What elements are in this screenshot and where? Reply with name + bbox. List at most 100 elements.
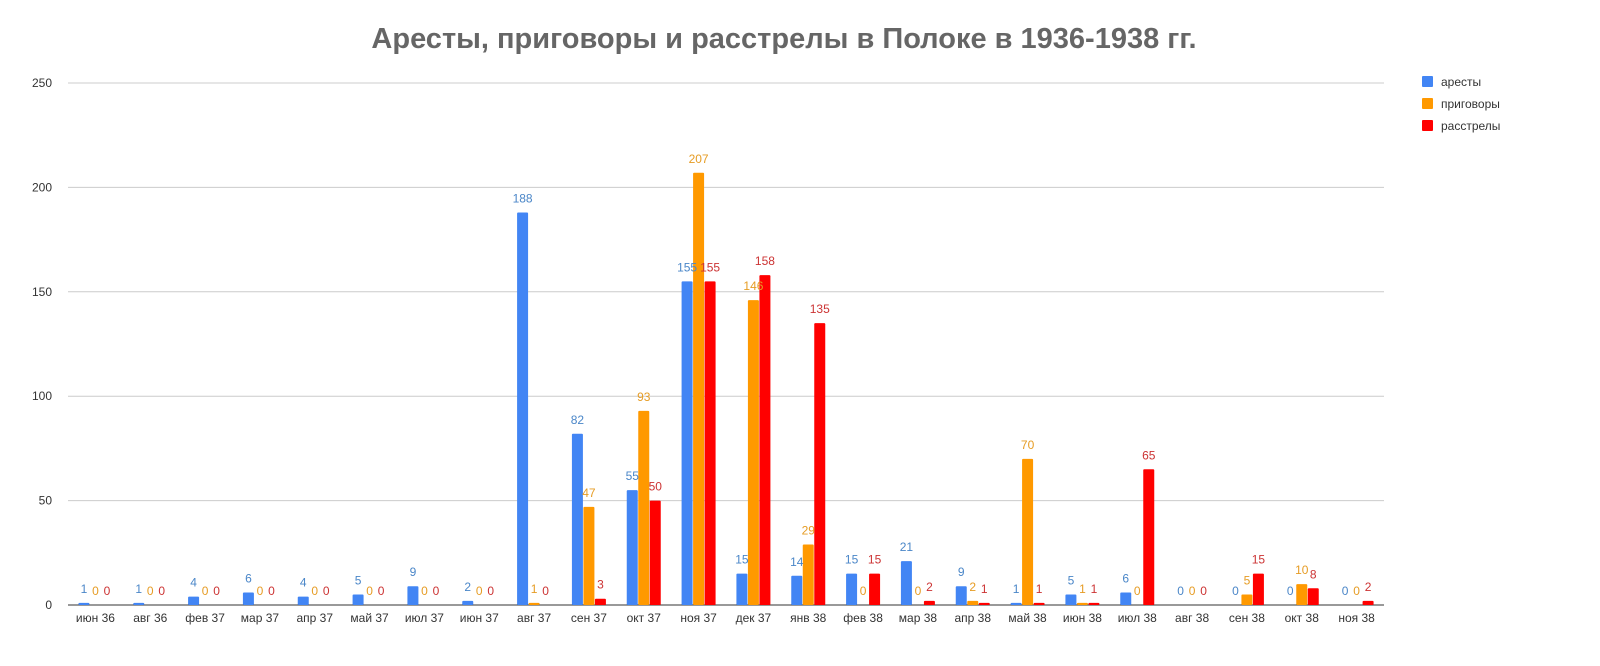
data-label: 1	[135, 582, 142, 596]
legend-label: аресты	[1441, 75, 1481, 89]
bar-аресты	[242, 592, 254, 605]
data-label: 14	[790, 555, 804, 569]
y-axis-ticks: 0 50 100 150 200 250	[32, 76, 52, 612]
data-label: 2	[969, 580, 976, 594]
legend-swatch-приговоры	[1422, 98, 1433, 109]
data-label: 0	[1232, 584, 1239, 598]
data-label: 2	[926, 580, 933, 594]
bar-приговоры	[583, 506, 595, 605]
bar-расстрелы	[1362, 600, 1374, 605]
bar-аресты	[1010, 602, 1022, 605]
bar-приговоры	[1022, 458, 1034, 605]
data-label: 0	[915, 584, 922, 598]
data-label: 9	[958, 565, 965, 579]
data-label: 93	[637, 390, 651, 404]
x-tick-label: янв 38	[790, 611, 827, 625]
bar-расстрелы	[1307, 588, 1319, 605]
x-tick-label: авг 36	[133, 611, 167, 625]
data-label: 188	[513, 191, 533, 205]
bar-приговоры	[747, 300, 759, 605]
data-label: 29	[802, 523, 816, 537]
chart-title: Аресты, приговоры и расстрелы в Полоке в…	[371, 23, 1196, 55]
bar-расстрелы	[1252, 573, 1264, 605]
data-label: 15	[1252, 553, 1266, 567]
x-tick-label: июл 37	[405, 611, 444, 625]
bar-аресты	[1120, 592, 1132, 605]
x-tick-label: фев 38	[843, 611, 883, 625]
data-label: 0	[487, 584, 494, 598]
data-label: 65	[1142, 448, 1156, 462]
data-label: 0	[860, 584, 867, 598]
bar-аресты	[517, 212, 529, 605]
data-label: 0	[1353, 584, 1360, 598]
data-label: 55	[626, 469, 640, 483]
data-label: 1	[81, 582, 88, 596]
bar-аресты	[1065, 594, 1077, 605]
grid-lines	[68, 82, 1384, 606]
bar-аресты	[571, 433, 583, 605]
bar-расстрелы	[923, 600, 935, 605]
x-tick-label: июн 37	[460, 611, 499, 625]
data-label: 10	[1295, 563, 1309, 577]
data-label: 0	[1189, 584, 1196, 598]
data-label: 0	[433, 584, 440, 598]
data-label: 0	[1200, 584, 1207, 598]
bar-приговоры	[802, 544, 814, 605]
legend-swatch-аресты	[1422, 76, 1433, 87]
x-tick-label: сен 38	[1229, 611, 1265, 625]
x-tick-label: июл 38	[1118, 611, 1157, 625]
x-tick-label: дек 37	[736, 611, 772, 625]
legend-label: расстрелы	[1441, 119, 1500, 133]
data-label: 1	[1036, 582, 1043, 596]
x-tick-label: июн 36	[76, 611, 115, 625]
x-tick-label: авг 38	[1175, 611, 1209, 625]
bar-аресты	[188, 596, 200, 605]
data-label: 0	[257, 584, 264, 598]
x-tick-label: мар 37	[241, 611, 280, 625]
data-label: 47	[582, 486, 596, 500]
data-label: 0	[1342, 584, 1349, 598]
x-tick-label: ноя 38	[1338, 611, 1375, 625]
bar-аресты	[297, 596, 309, 605]
data-label: 0	[92, 584, 99, 598]
data-label: 0	[476, 584, 483, 598]
bar-расстрелы	[1033, 602, 1045, 605]
data-label: 4	[300, 576, 307, 590]
bar-расстрелы	[649, 500, 661, 605]
y-tick-label: 150	[32, 285, 52, 299]
bar-расстрелы	[704, 281, 716, 605]
data-label: 158	[755, 254, 775, 268]
data-label: 6	[1122, 571, 1129, 585]
data-label: 1	[1079, 582, 1086, 596]
bar-аресты	[133, 602, 145, 605]
data-label: 1	[981, 582, 988, 596]
bars	[78, 172, 1374, 605]
data-label: 2	[1365, 580, 1372, 594]
data-label: 0	[1287, 584, 1294, 598]
legend: аресты приговоры расстрелы	[1422, 75, 1500, 133]
legend-swatch-расстрелы	[1422, 120, 1433, 131]
data-label: 1	[1091, 582, 1098, 596]
bar-приговоры	[693, 172, 705, 605]
data-label: 1	[1013, 582, 1020, 596]
bar-аресты	[681, 281, 693, 605]
y-tick-label: 100	[32, 389, 52, 403]
data-label: 50	[649, 480, 663, 494]
data-label: 0	[323, 584, 330, 598]
x-tick-label: июн 38	[1063, 611, 1102, 625]
y-tick-label: 250	[32, 76, 52, 90]
bar-аресты	[407, 586, 419, 605]
data-label: 0	[366, 584, 373, 598]
bar-приговоры	[967, 600, 979, 605]
data-label: 207	[689, 152, 709, 166]
bar-аресты	[78, 602, 90, 605]
bar-аресты	[462, 600, 474, 605]
data-label: 0	[202, 584, 209, 598]
x-tick-label: апр 38	[954, 611, 991, 625]
data-label: 5	[1244, 574, 1251, 588]
data-label: 82	[571, 413, 585, 427]
data-label: 5	[1068, 574, 1075, 588]
